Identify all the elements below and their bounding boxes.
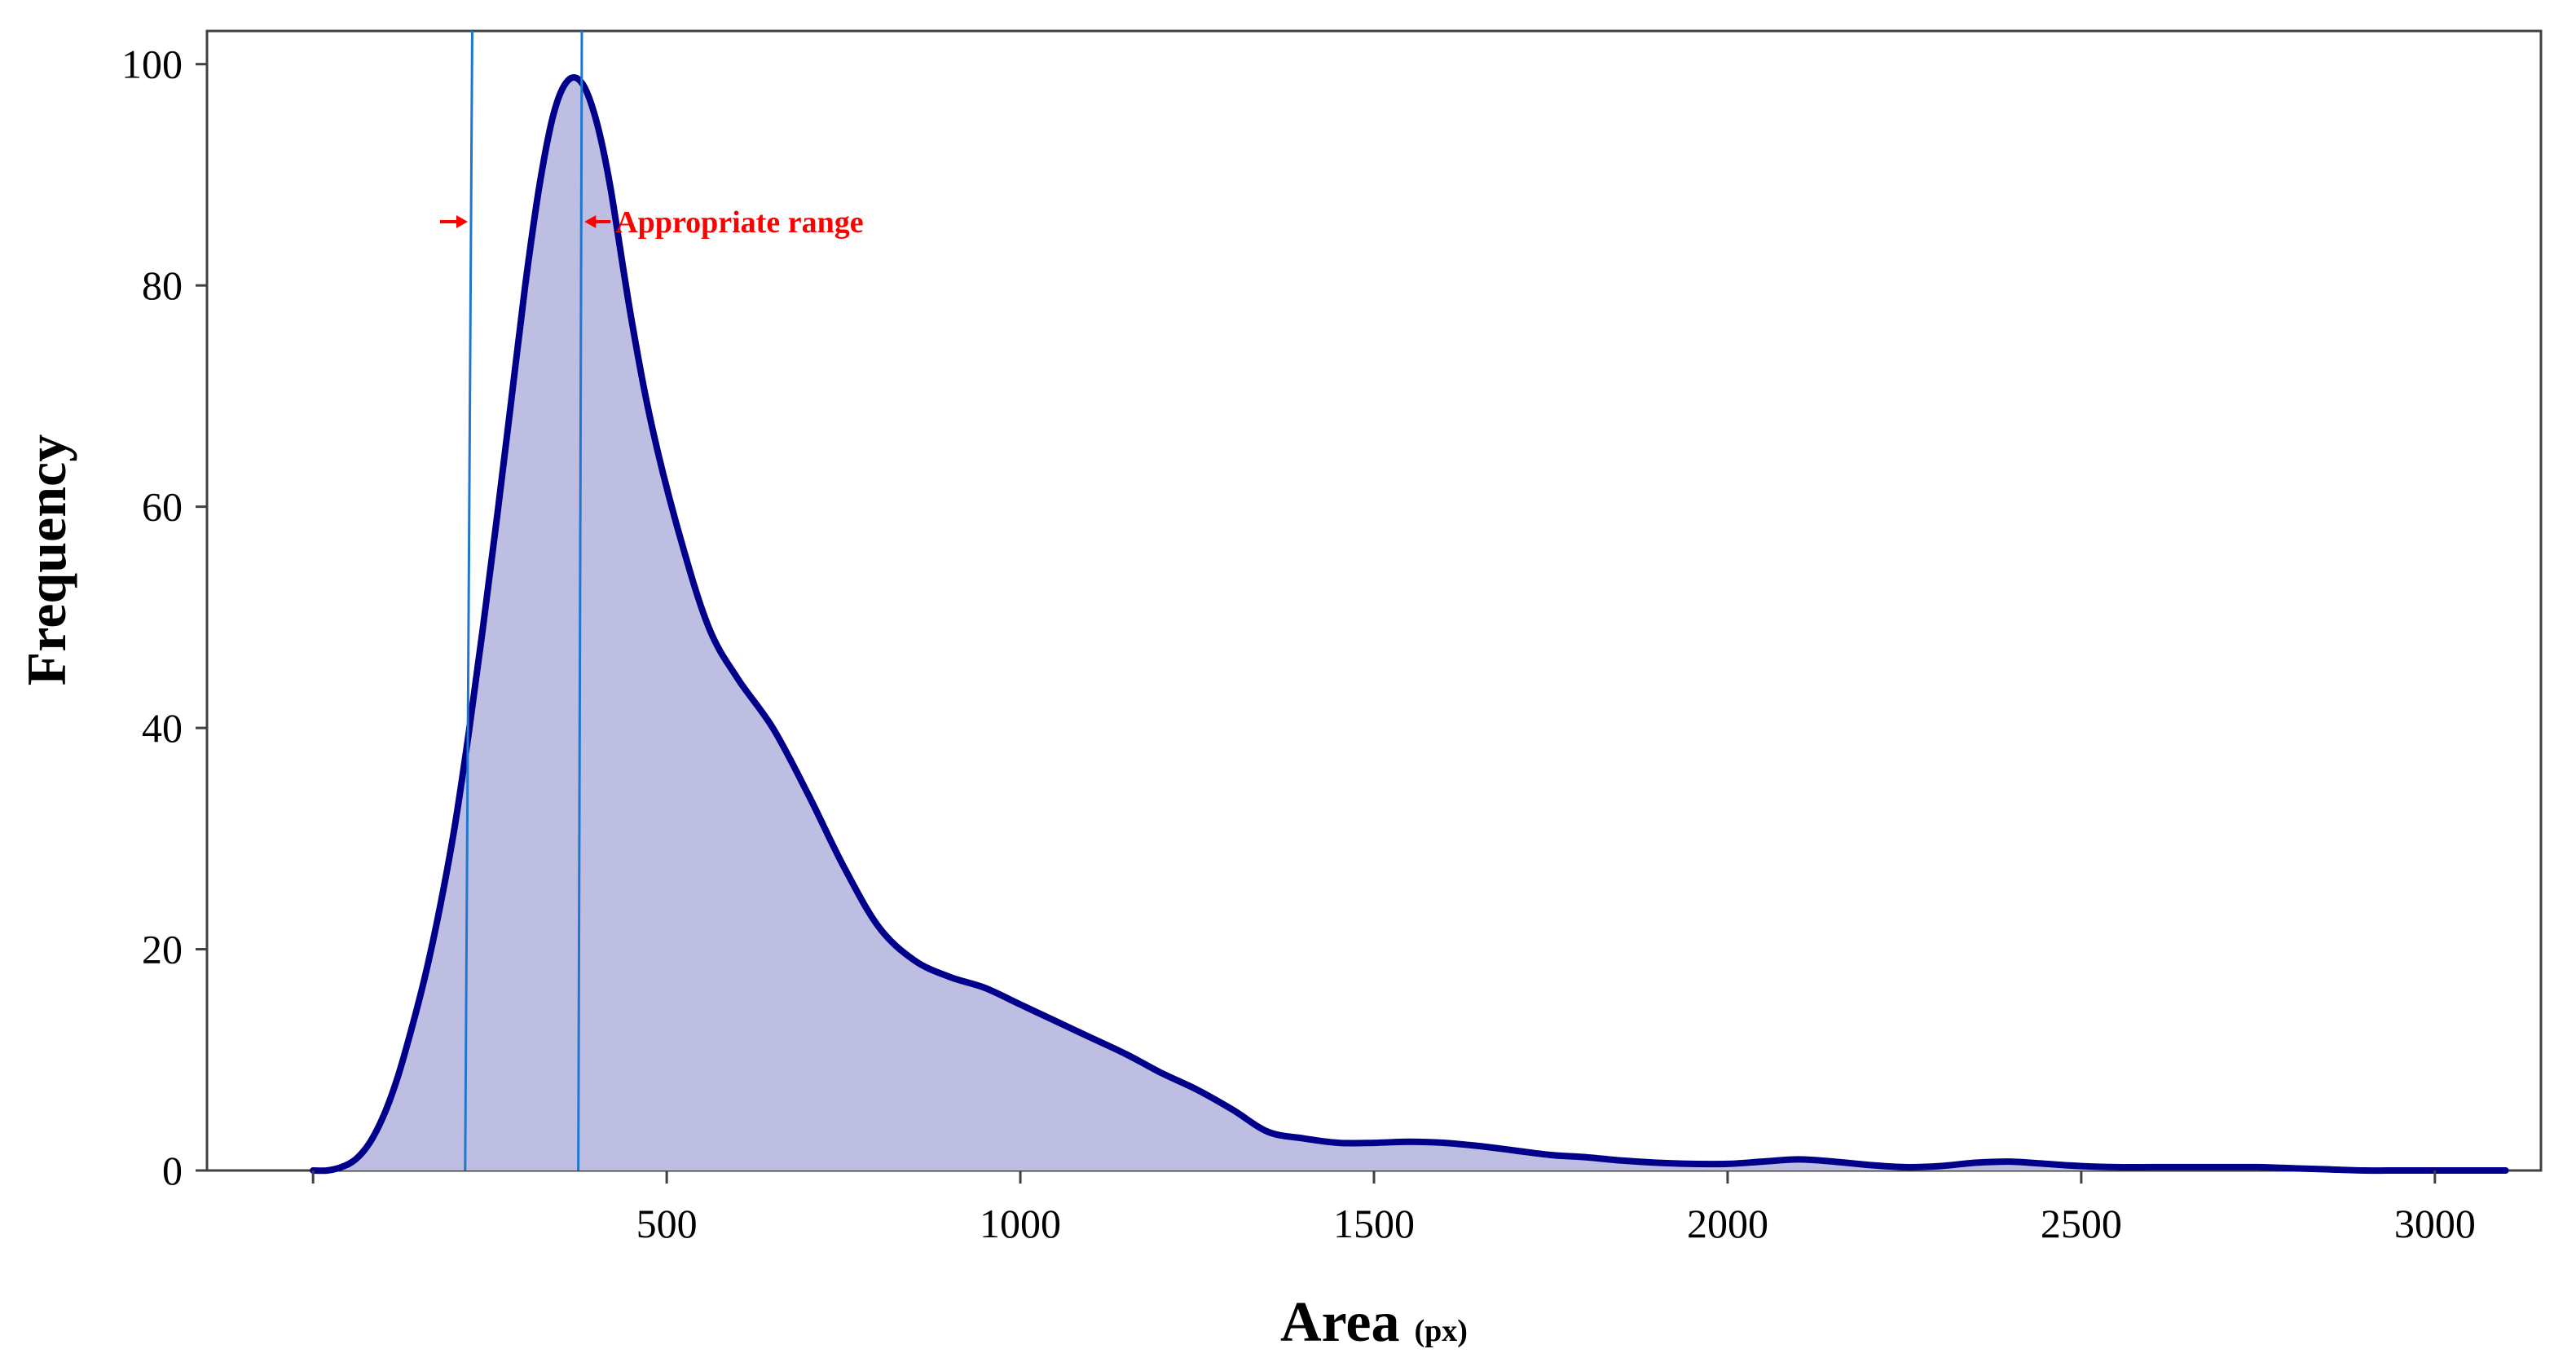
arrow-left-head	[456, 215, 469, 228]
area-fill	[313, 77, 2506, 1171]
arrow-right-head	[584, 215, 597, 228]
y-tick-label: 40	[142, 705, 183, 751]
x-axis-ticks: 500 1000 1500 2000 2500 3000	[311, 1170, 2476, 1246]
x-tick-label: 1500	[1333, 1201, 1415, 1246]
y-tick-label: 20	[142, 927, 183, 972]
x-tick-label: 2000	[1687, 1201, 1768, 1246]
x-tick-label: 2500	[2041, 1201, 2122, 1246]
y-tick-label: 80	[142, 262, 183, 308]
y-axis-title: Frequency	[15, 434, 77, 686]
series-line	[310, 74, 2509, 1175]
y-tick-label: 0	[162, 1148, 183, 1193]
range-line-2	[577, 30, 583, 1171]
x-axis-title-unit: (px)	[1414, 1314, 1467, 1348]
x-axis-title: Area (px)	[1280, 1291, 1468, 1354]
y-axis-ticks: 0 20 40 60 80 100	[121, 42, 207, 1193]
area-layer	[310, 74, 2509, 1175]
annotation-layer: Appropriate range	[440, 205, 864, 240]
x-tick-label: 1000	[980, 1201, 1061, 1246]
y-tick-label: 100	[121, 42, 183, 87]
y-tick-label: 60	[142, 484, 183, 530]
x-axis-title-main: Area	[1280, 1291, 1399, 1354]
range-line-1	[464, 30, 473, 1171]
x-tick-label: 3000	[2394, 1201, 2476, 1246]
range-lines	[464, 30, 583, 1171]
x-tick-label: 500	[636, 1201, 698, 1246]
annotation-text: Appropriate range	[615, 205, 863, 240]
